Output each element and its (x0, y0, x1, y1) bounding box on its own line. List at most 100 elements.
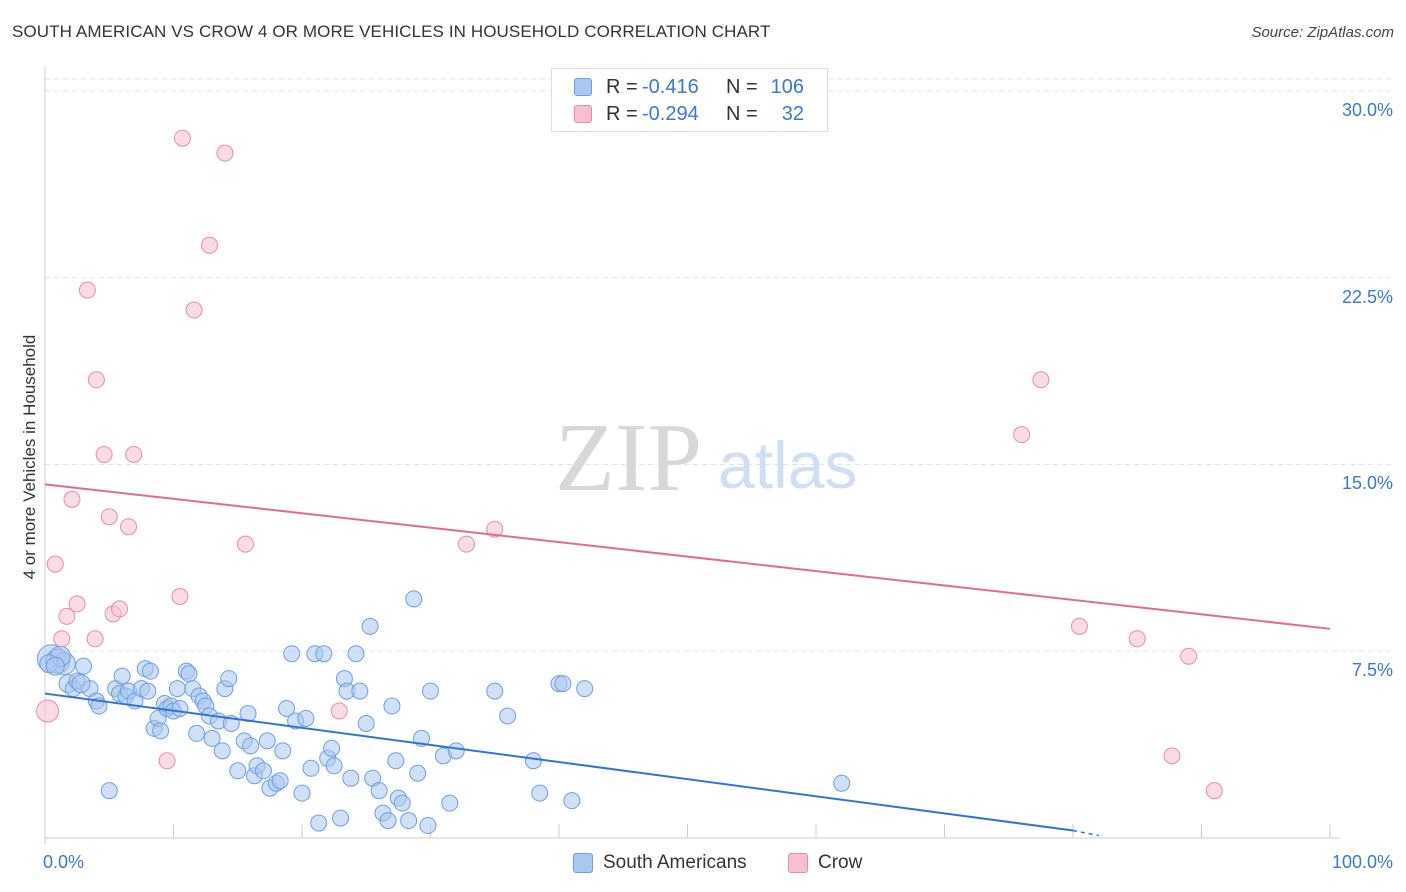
data-point (271, 772, 289, 790)
y-tick-label: 30.0% (1341, 99, 1393, 120)
legend-row-crow: R = -0.294 N = 32 (574, 102, 804, 126)
r-value: -0.416 (642, 75, 699, 98)
legend-row-south-americans: R = -0.416 N = 106 (574, 75, 804, 99)
data-point (139, 682, 157, 700)
y-tick-label: 7.5% (1351, 660, 1393, 681)
watermark-atlas: atlas (718, 428, 857, 502)
data-point (325, 757, 343, 775)
data-point (171, 700, 189, 718)
data-point (302, 759, 320, 777)
data-point (361, 617, 379, 635)
x-tick-label-max: 100.0% (1331, 852, 1393, 872)
data-point (53, 630, 71, 648)
trend-line (44, 483, 1331, 630)
data-point (1070, 617, 1088, 635)
data-point (370, 782, 388, 800)
data-point (220, 670, 238, 688)
series-crow (36, 129, 1223, 800)
data-point (499, 707, 517, 725)
data-point (447, 742, 465, 760)
data-point (36, 699, 60, 723)
data-point (63, 490, 81, 508)
data-point (216, 144, 234, 162)
data-point (486, 682, 504, 700)
data-point (100, 782, 118, 800)
data-point (351, 682, 369, 700)
legend-item-crow[interactable]: Crow (788, 852, 862, 874)
data-point (113, 667, 131, 685)
n-label: N = (726, 102, 758, 125)
legend-swatch (788, 853, 808, 873)
data-point (524, 752, 542, 770)
data-point (347, 645, 365, 663)
data-point (46, 555, 64, 573)
data-point (387, 752, 405, 770)
data-point (213, 742, 231, 760)
data-point (457, 535, 475, 553)
n-value: 106 (770, 75, 804, 98)
data-point (180, 665, 198, 683)
data-point (409, 764, 427, 782)
data-point (258, 732, 276, 750)
data-point (87, 371, 105, 389)
data-point (229, 762, 247, 780)
data-point (383, 697, 401, 715)
data-point (111, 600, 129, 618)
data-point (45, 656, 65, 676)
grid-lines (45, 78, 1392, 652)
data-point (1163, 747, 1181, 765)
data-point (168, 680, 186, 698)
data-point (242, 737, 260, 755)
data-point (330, 702, 348, 720)
data-point (171, 587, 189, 605)
r-label: R = (606, 75, 638, 98)
trend-line (44, 692, 1074, 832)
data-point (236, 535, 254, 553)
data-point (68, 595, 86, 613)
data-point (75, 657, 93, 675)
legend-label: Crow (818, 852, 863, 873)
data-point (254, 762, 272, 780)
data-point (441, 794, 459, 812)
data-point (283, 645, 301, 663)
trend-line-extension (1072, 829, 1099, 837)
data-point (152, 722, 170, 740)
data-point (141, 662, 159, 680)
data-point (95, 445, 113, 463)
data-point (71, 674, 91, 694)
data-point (342, 769, 360, 787)
data-point (203, 729, 221, 747)
y-tick-label: 22.5% (1341, 286, 1393, 307)
series-south-americans (36, 590, 851, 835)
data-points (36, 129, 1223, 835)
legend-item-south-americans[interactable]: South Americans (573, 852, 747, 874)
data-point (86, 630, 104, 648)
data-point (200, 236, 218, 254)
data-point (393, 794, 411, 812)
n-label: N = (726, 75, 758, 98)
data-point (357, 714, 375, 732)
legend-swatch (574, 105, 592, 123)
data-point (125, 445, 143, 463)
data-point (173, 129, 191, 147)
data-point (1013, 426, 1031, 444)
data-point (120, 518, 138, 536)
data-point (379, 812, 397, 830)
data-point (100, 508, 118, 526)
data-point (297, 709, 315, 727)
data-point (293, 784, 311, 802)
data-point (310, 814, 328, 832)
data-point (188, 724, 206, 742)
legend-label: South Americans (603, 852, 747, 873)
data-point (332, 809, 350, 827)
watermark: ZIP atlas (555, 404, 857, 512)
x-tick-label-min: 0.0% (43, 852, 85, 872)
r-label: R = (606, 102, 638, 125)
data-point (576, 680, 594, 698)
data-point (486, 520, 504, 538)
legend-swatch (574, 78, 592, 96)
data-point (405, 590, 423, 608)
n-value: 32 (781, 102, 804, 125)
data-point (1180, 647, 1198, 665)
